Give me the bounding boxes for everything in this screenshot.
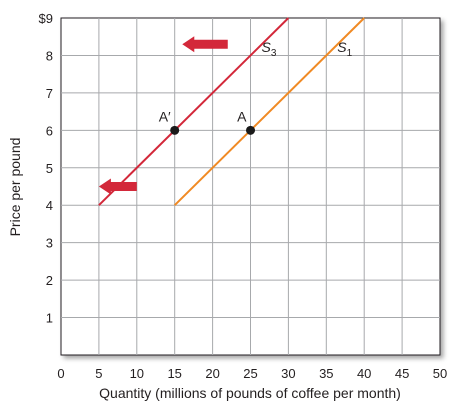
grid xyxy=(61,18,440,355)
y-tick-label: 4 xyxy=(46,198,53,213)
point-label-1: A xyxy=(237,108,247,124)
x-tick-label: 35 xyxy=(319,366,333,381)
equilibrium-point-1 xyxy=(246,125,255,135)
point-label-2: A′ xyxy=(159,108,171,124)
y-tick-label: 6 xyxy=(46,123,53,138)
y-tick-label: 8 xyxy=(46,48,53,63)
y-axis-title: Price per pound xyxy=(7,138,23,237)
shift-arrows xyxy=(98,36,228,195)
equilibrium-point-2 xyxy=(170,125,180,135)
y-tick-label: 7 xyxy=(46,86,53,101)
supply-curve-s3 xyxy=(98,17,290,206)
y-tick-label: 1 xyxy=(46,311,53,326)
x-tick-label: 0 xyxy=(57,366,64,381)
x-tick-label: 25 xyxy=(243,366,257,381)
x-tick-label: 45 xyxy=(395,366,409,381)
points: A A′ xyxy=(159,108,255,135)
y-tick-label: $9 xyxy=(39,11,53,26)
x-tick-label: 5 xyxy=(95,366,102,381)
x-tick-label: 30 xyxy=(281,366,295,381)
shift-arrow-1 xyxy=(182,36,228,53)
supply-curve-s1 xyxy=(173,17,365,206)
x-axis-title: Quantity (millions of pounds of coffee p… xyxy=(99,385,401,401)
y-tick-label: 5 xyxy=(46,161,53,176)
y-tick-label: 3 xyxy=(46,236,53,251)
x-tick-label: 50 xyxy=(433,366,447,381)
x-tick-label: 20 xyxy=(205,366,219,381)
x-tick-label: 40 xyxy=(357,366,371,381)
shift-arrow-2 xyxy=(98,178,137,195)
x-tick-label: 15 xyxy=(167,366,181,381)
y-tick-label: 2 xyxy=(46,273,53,288)
x-tick-label: 10 xyxy=(130,366,144,381)
